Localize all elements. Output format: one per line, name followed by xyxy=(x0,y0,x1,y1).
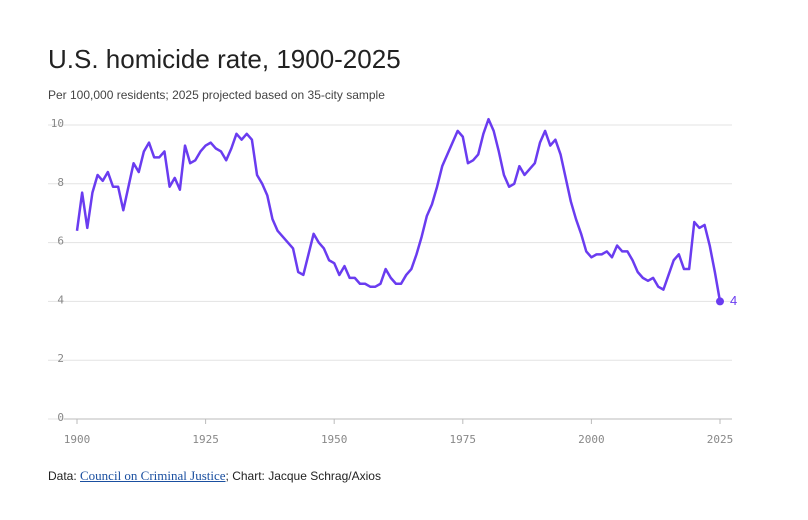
end-point xyxy=(716,297,724,306)
y-tick-label: 6 xyxy=(57,235,64,248)
y-tick-label: 10 xyxy=(51,117,64,130)
x-tick-label: 1975 xyxy=(450,433,477,446)
chart-title: U.S. homicide rate, 1900-2025 xyxy=(48,44,401,74)
chart-subtitle: Per 100,000 residents; 2025 projected ba… xyxy=(48,88,385,102)
x-tick-label: 2025 xyxy=(707,433,734,446)
end-label: 4 xyxy=(730,293,737,308)
y-tick-label: 4 xyxy=(57,293,64,306)
chart: 0 2 4 6 8 10 1900 1925 1950 1975 2000 2025 4 xyxy=(48,117,737,446)
x-tick-label: 1900 xyxy=(64,433,91,446)
source-prefix: Data: xyxy=(48,469,81,483)
y-tick-label: 0 xyxy=(57,411,64,424)
source-link[interactable]: Council on Criminal Justice xyxy=(80,468,226,483)
y-tick-label: 2 xyxy=(57,352,64,365)
x-tick-label: 2000 xyxy=(578,433,605,446)
x-tick-label: 1950 xyxy=(321,433,348,446)
y-tick-label: 8 xyxy=(57,176,64,189)
source-suffix: ; Chart: Jacque Schrag/Axios xyxy=(225,469,381,483)
source: Data: Council on Criminal Justice; Chart… xyxy=(48,468,381,484)
line xyxy=(75,117,722,302)
x-tick-label: 1925 xyxy=(192,433,219,446)
